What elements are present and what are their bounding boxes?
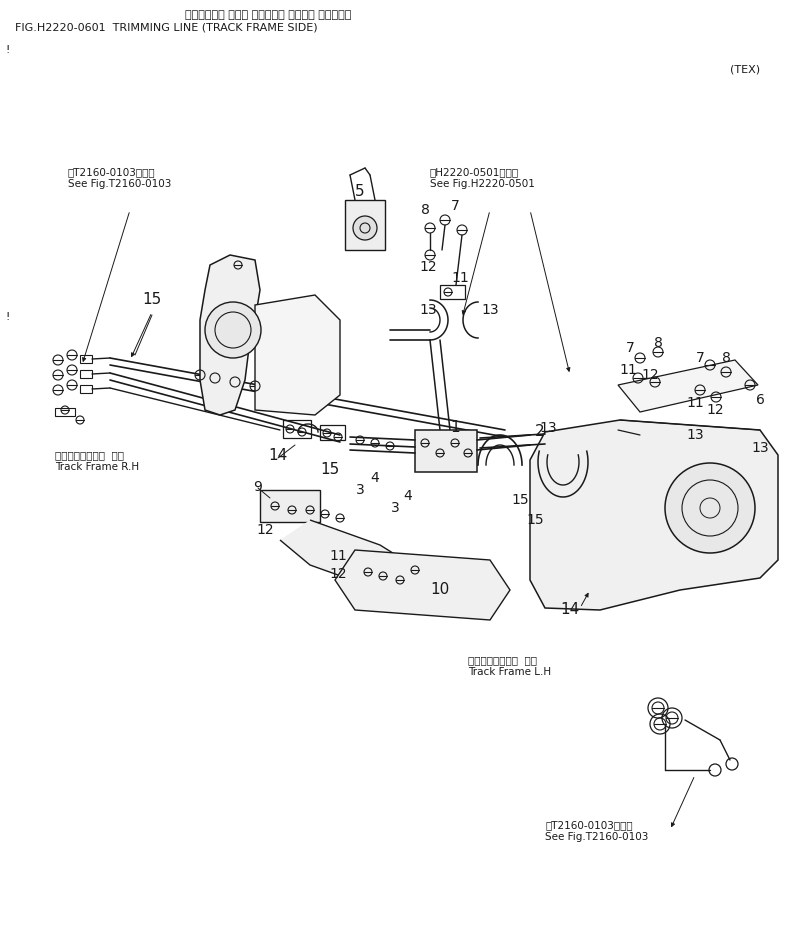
Polygon shape [200, 255, 260, 415]
Bar [415, 430, 477, 472]
Text: (TEX): (TEX) [730, 65, 760, 75]
Bar [80, 370, 92, 378]
Text: 1: 1 [450, 420, 460, 435]
Text: 7: 7 [451, 199, 459, 213]
Text: 11: 11 [451, 271, 469, 285]
Polygon shape [255, 295, 340, 415]
Circle shape [205, 302, 261, 358]
Text: 7: 7 [626, 341, 634, 355]
Polygon shape [530, 420, 778, 610]
Text: 13: 13 [686, 428, 704, 442]
Text: 13: 13 [419, 303, 436, 317]
Text: 12: 12 [641, 368, 659, 382]
Text: 11: 11 [329, 549, 347, 563]
Text: 8: 8 [721, 351, 730, 365]
Polygon shape [335, 550, 510, 620]
Bar [283, 420, 311, 438]
Text: トリミング゚ ライン （トラック フレーム サイト゚）: トリミング゚ ライン （トラック フレーム サイト゚） [185, 10, 352, 20]
Text: 13: 13 [539, 421, 557, 435]
Bar [80, 385, 92, 393]
Circle shape [665, 463, 755, 553]
Text: 3: 3 [391, 501, 400, 515]
Text: 8: 8 [421, 203, 429, 217]
Text: 12: 12 [706, 403, 724, 417]
Text: 2: 2 [535, 425, 545, 440]
Bar [345, 200, 385, 250]
Text: トラックフレーム  左側
Track Frame L.H: トラックフレーム 左側 Track Frame L.H [468, 655, 551, 677]
Text: 11: 11 [619, 363, 637, 377]
Circle shape [353, 216, 377, 240]
Text: FIG.H2220-0601  TRIMMING LINE (TRACK FRAME SIDE): FIG.H2220-0601 TRIMMING LINE (TRACK FRAM… [15, 22, 318, 32]
Text: !: ! [5, 312, 9, 322]
Text: 14: 14 [268, 447, 287, 462]
Text: 12: 12 [256, 523, 274, 537]
Bar [320, 425, 345, 440]
Text: 第H2220-0501図参照
See Fig.H2220-0501: 第H2220-0501図参照 See Fig.H2220-0501 [430, 167, 535, 189]
Text: 14: 14 [560, 602, 579, 617]
Text: 15: 15 [511, 493, 529, 507]
Bar [260, 490, 320, 522]
Text: 10: 10 [430, 582, 450, 598]
Text: 13: 13 [751, 441, 769, 455]
Text: 15: 15 [320, 462, 340, 477]
Polygon shape [280, 520, 420, 590]
Text: 6: 6 [755, 393, 765, 407]
Text: 4: 4 [371, 471, 379, 485]
Text: 8: 8 [654, 336, 663, 350]
Text: !: ! [5, 45, 9, 55]
Bar [440, 285, 465, 299]
Text: 5: 5 [355, 185, 365, 200]
Text: トラックフレーム  右側
Track Frame R.H: トラックフレーム 右側 Track Frame R.H [55, 450, 139, 473]
Text: 第T2160-0103図参照
See Fig.T2160-0103: 第T2160-0103図参照 See Fig.T2160-0103 [545, 820, 648, 842]
Text: 12: 12 [329, 567, 347, 581]
Text: 15: 15 [526, 513, 544, 527]
Text: 7: 7 [696, 351, 704, 365]
Text: 4: 4 [403, 489, 412, 503]
Bar [55, 408, 75, 416]
Text: 3: 3 [356, 483, 364, 497]
Text: 15: 15 [142, 293, 162, 308]
Text: 13: 13 [481, 303, 498, 317]
Bar [80, 355, 92, 363]
Text: 第T2160-0103図参照
See Fig.T2160-0103: 第T2160-0103図参照 See Fig.T2160-0103 [68, 167, 171, 189]
Polygon shape [618, 360, 758, 412]
Text: 9: 9 [254, 480, 262, 494]
Text: 12: 12 [419, 260, 436, 274]
Text: 11: 11 [686, 396, 704, 410]
